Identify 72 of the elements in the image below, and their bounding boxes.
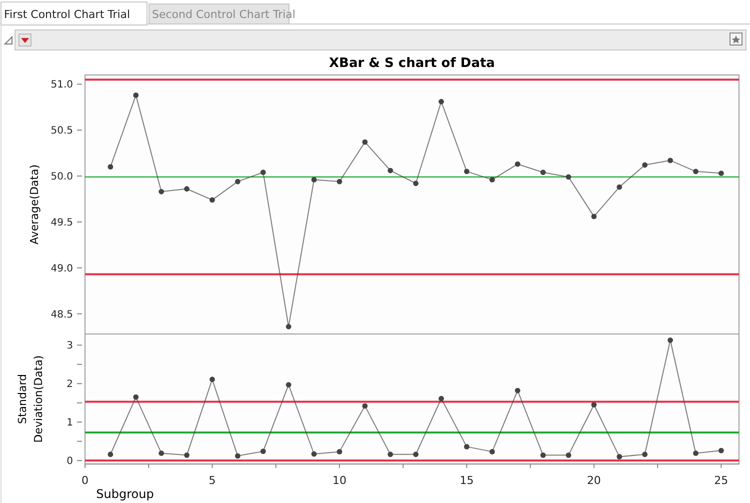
point xyxy=(210,376,215,382)
point xyxy=(311,177,317,182)
point xyxy=(260,448,266,454)
y-tick-label: 49.5 xyxy=(50,217,73,228)
point xyxy=(286,324,292,330)
point xyxy=(388,168,394,174)
point xyxy=(336,178,342,184)
point xyxy=(234,178,240,184)
point xyxy=(234,453,240,459)
y-tick-label: 3 xyxy=(66,340,73,352)
point xyxy=(388,452,394,458)
chart-title: XBar & S chart of Data xyxy=(329,56,495,71)
point xyxy=(489,448,495,454)
y-tick-label: 51.0 xyxy=(50,80,73,91)
point xyxy=(668,337,673,343)
x-axis-title: Subgroup xyxy=(96,487,154,501)
point xyxy=(286,382,292,388)
y-tick-label: 1 xyxy=(66,418,73,429)
point xyxy=(108,164,114,170)
point xyxy=(133,394,139,400)
y-axis-title: Standard Deviation(Data) xyxy=(16,355,45,443)
point xyxy=(642,452,648,458)
point xyxy=(718,170,724,176)
point xyxy=(591,402,597,408)
y-tick-label: 48.5 xyxy=(50,309,73,320)
y-tick-label: 2 xyxy=(66,379,73,390)
y-axis-title: Average(Data) xyxy=(28,164,41,245)
point xyxy=(514,388,520,394)
y-tick-label: 50.0 xyxy=(50,172,73,183)
point xyxy=(336,448,342,454)
text: Second Control Chart Trial xyxy=(152,8,296,21)
x-tick-label: 10 xyxy=(332,474,346,487)
point xyxy=(260,170,266,176)
x-tick-label: 20 xyxy=(586,474,601,487)
point xyxy=(693,450,698,456)
y-tick-label: 49.0 xyxy=(50,263,73,274)
y-tick-label: 0 xyxy=(66,456,73,468)
point xyxy=(464,444,470,450)
point xyxy=(362,139,368,145)
x-tick-label: 0 xyxy=(82,474,88,487)
point xyxy=(489,177,495,182)
text: First Control Chart Trial xyxy=(4,8,130,21)
y-tick-label: 50.5 xyxy=(50,126,73,137)
point xyxy=(693,168,698,174)
x-tick-label: 5 xyxy=(208,474,216,487)
point xyxy=(464,168,470,174)
point xyxy=(108,452,114,458)
point xyxy=(184,452,190,458)
point xyxy=(642,162,648,168)
point xyxy=(413,180,419,186)
point xyxy=(438,98,444,104)
point xyxy=(616,454,622,460)
x-tick-label: 15 xyxy=(460,474,474,487)
point xyxy=(362,403,368,409)
point xyxy=(438,396,444,402)
point xyxy=(616,184,622,190)
point xyxy=(184,186,190,192)
point xyxy=(210,197,215,203)
point xyxy=(718,448,724,454)
point xyxy=(566,174,572,180)
point xyxy=(591,214,597,220)
point xyxy=(158,450,164,456)
x-tick-label: 25 xyxy=(714,474,728,487)
point xyxy=(514,161,520,167)
point xyxy=(133,92,139,98)
point xyxy=(413,452,419,458)
point xyxy=(158,188,164,194)
point xyxy=(540,170,546,176)
point xyxy=(668,158,673,164)
point xyxy=(566,452,572,458)
point xyxy=(540,452,546,458)
point xyxy=(311,451,317,457)
